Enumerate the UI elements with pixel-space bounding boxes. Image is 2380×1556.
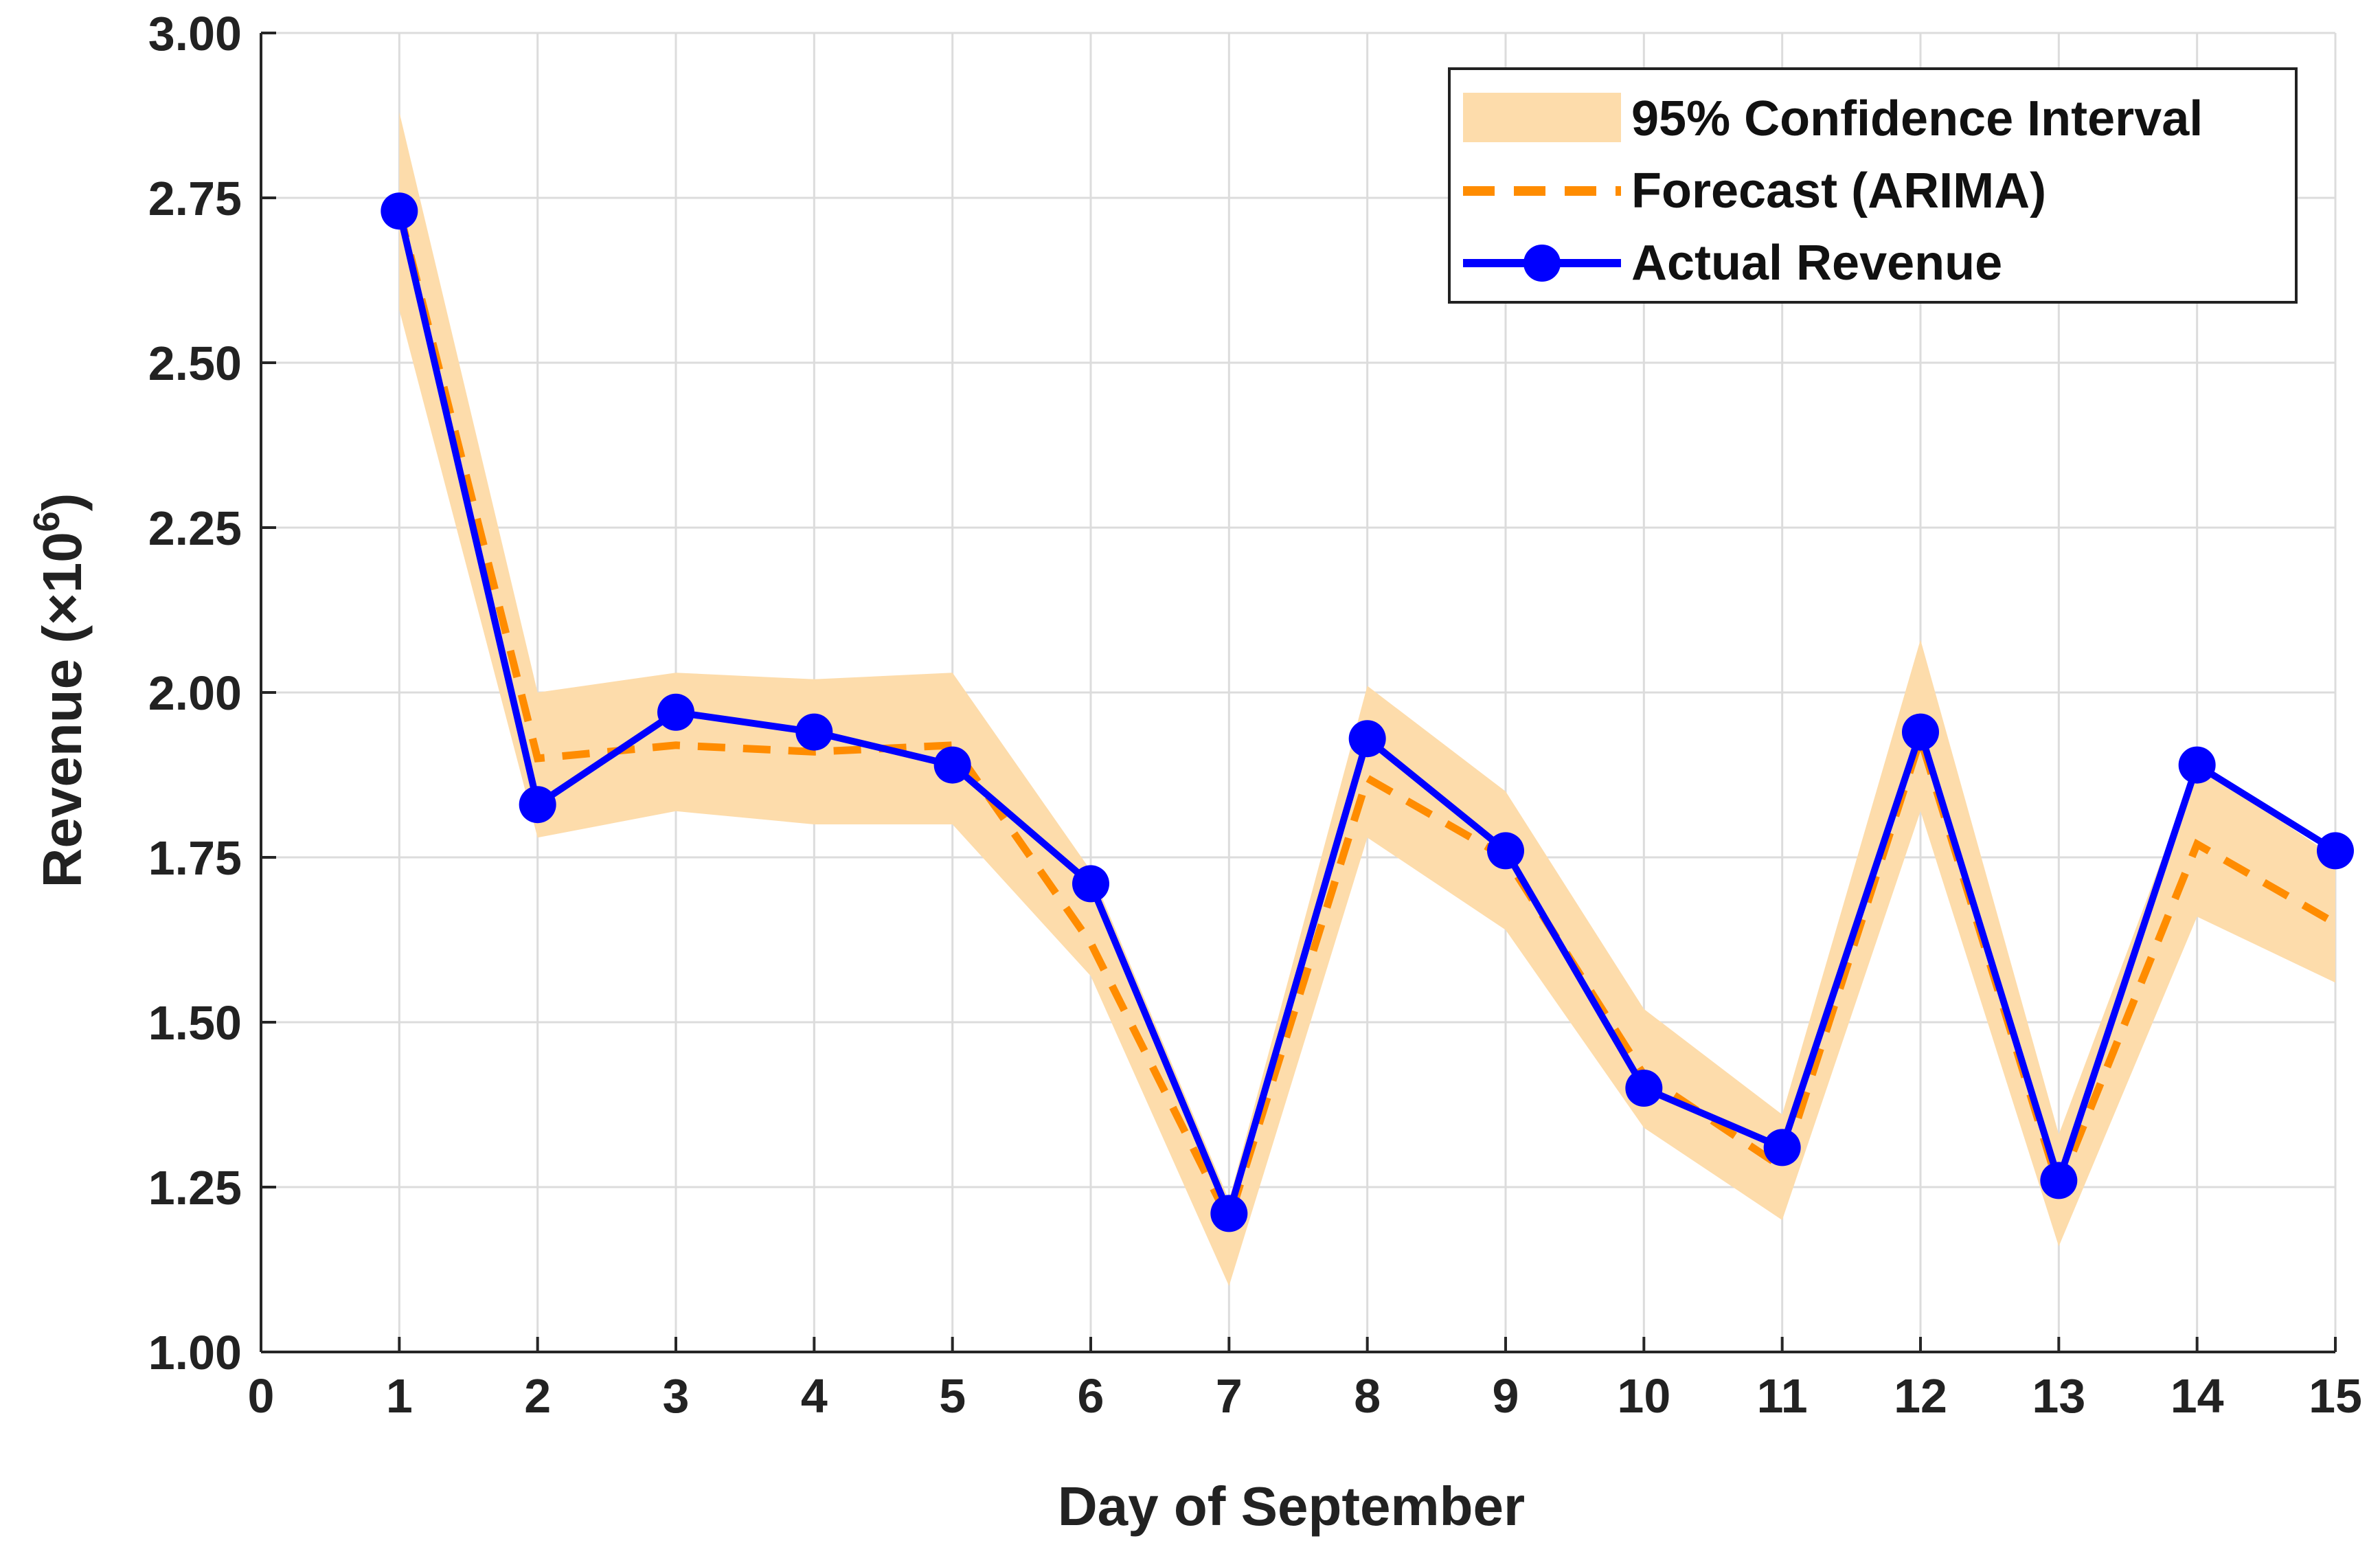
x-tick-label: 6 bbox=[1078, 1369, 1104, 1423]
legend-label-forecast: Forecast (ARIMA) bbox=[1631, 164, 2046, 218]
legend: 95% Confidence Interval Forecast (ARIMA)… bbox=[1448, 67, 2298, 304]
actual-revenue-point bbox=[1348, 720, 1386, 758]
actual-revenue-point bbox=[1625, 1070, 1663, 1107]
y-tick-label: 1.75 bbox=[148, 831, 242, 885]
x-tick-label: 8 bbox=[1354, 1369, 1381, 1423]
legend-swatch-band bbox=[1463, 93, 1621, 142]
y-tick-label: 1.00 bbox=[148, 1326, 242, 1379]
actual-revenue-point bbox=[795, 713, 833, 751]
confidence-band-layer bbox=[399, 112, 2336, 1287]
x-tick-label: 0 bbox=[248, 1369, 275, 1423]
x-tick-label: 7 bbox=[1216, 1369, 1243, 1423]
actual-revenue-point bbox=[1487, 832, 1524, 870]
x-axis-title: Day of September bbox=[1058, 1476, 1525, 1537]
actual-revenue-point bbox=[1763, 1129, 1801, 1166]
forecast-layer bbox=[396, 210, 2337, 1230]
y-axis-title-main: Revenue (×10 bbox=[32, 532, 93, 888]
axes bbox=[260, 32, 2337, 1353]
actual-revenue-point bbox=[381, 192, 418, 230]
x-tick-label: 15 bbox=[2309, 1369, 2362, 1423]
x-tick-label: 5 bbox=[939, 1369, 966, 1423]
tick-labels: 0 1 2 3 4 5 6 7 8 9 10 11 12 13 14 151.001.251.501.752.… bbox=[148, 7, 2362, 1423]
actual-revenue-point bbox=[2317, 832, 2354, 870]
y-tick-label: 2.00 bbox=[148, 666, 242, 720]
x-tick-label: 10 bbox=[1617, 1369, 1670, 1423]
actual-revenue-point bbox=[1210, 1195, 1248, 1232]
actual-revenue-point bbox=[933, 746, 971, 784]
forecast-line bbox=[396, 210, 2337, 1230]
actual-revenue-point bbox=[2178, 746, 2216, 784]
legend-label-actual: Actual Revenue bbox=[1631, 236, 2002, 291]
y-tick-label: 1.25 bbox=[148, 1161, 242, 1215]
x-tick-label: 13 bbox=[2032, 1369, 2085, 1423]
y-tick-label: 2.75 bbox=[148, 172, 242, 225]
confidence-band bbox=[399, 112, 2336, 1287]
legend-swatch-actual-marker bbox=[1523, 245, 1561, 282]
y-axis-title-exponent: 6 bbox=[26, 511, 67, 532]
actual-revenue-point bbox=[1902, 713, 1939, 751]
actual-revenue-point bbox=[657, 693, 694, 731]
y-tick-label: 2.25 bbox=[148, 501, 242, 555]
actual-revenue-point bbox=[2040, 1162, 2078, 1199]
y-axis-title-close: ) bbox=[32, 493, 93, 512]
x-tick-label: 1 bbox=[386, 1369, 413, 1423]
x-tick-label: 4 bbox=[801, 1369, 828, 1423]
actual-revenue-point bbox=[1072, 865, 1109, 903]
y-tick-label: 1.50 bbox=[148, 996, 242, 1050]
y-tick-label: 2.50 bbox=[148, 337, 242, 390]
x-tick-label: 3 bbox=[663, 1369, 690, 1423]
legend-label-band: 95% Confidence Interval bbox=[1631, 91, 2203, 146]
x-tick-label: 14 bbox=[2171, 1369, 2224, 1423]
x-tick-label: 11 bbox=[1757, 1369, 1808, 1423]
y-tick-label: 3.00 bbox=[148, 7, 242, 60]
x-tick-label: 2 bbox=[524, 1369, 551, 1423]
y-axis-title: Revenue (×106) bbox=[26, 493, 93, 888]
actual-revenue-point bbox=[519, 786, 556, 824]
actual-layer bbox=[381, 192, 2354, 1232]
x-tick-label: 9 bbox=[1493, 1369, 1519, 1423]
x-tick-label: 12 bbox=[1894, 1369, 1947, 1423]
